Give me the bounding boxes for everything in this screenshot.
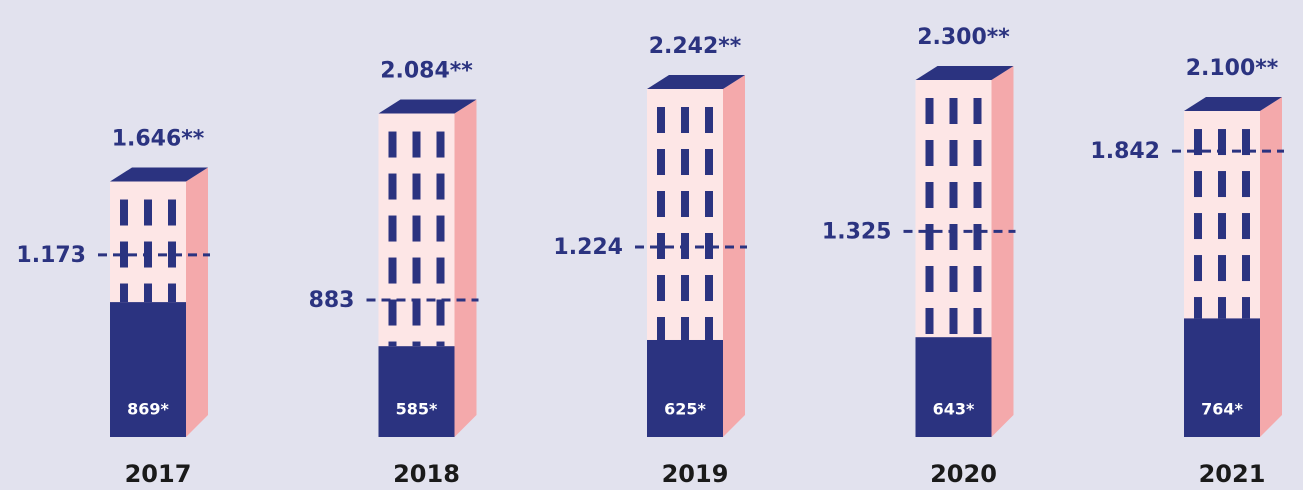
window <box>389 300 397 326</box>
window <box>974 266 982 292</box>
window <box>1194 255 1202 281</box>
window <box>168 284 176 303</box>
value-label: 1.646** <box>112 127 205 152</box>
window <box>657 149 665 175</box>
window <box>974 182 982 208</box>
x-tick-label: 2020 <box>930 460 997 488</box>
window <box>926 266 934 292</box>
base <box>916 337 992 437</box>
window <box>1242 171 1250 197</box>
value-label: 2.100** <box>1186 56 1279 81</box>
value-label: 643* <box>933 400 975 419</box>
window <box>413 258 421 284</box>
value-label: 869* <box>127 400 169 419</box>
window <box>413 174 421 200</box>
building-side <box>992 66 1014 437</box>
window <box>681 149 689 175</box>
window <box>144 284 152 303</box>
window <box>926 182 934 208</box>
window <box>974 308 982 334</box>
value-label: 1.224 <box>553 235 623 260</box>
window <box>437 258 445 284</box>
window <box>144 200 152 226</box>
window <box>120 200 128 226</box>
window <box>681 275 689 301</box>
window <box>389 342 397 347</box>
window <box>413 300 421 326</box>
building-side <box>1260 97 1282 437</box>
window <box>1242 297 1250 318</box>
window <box>950 224 958 250</box>
window <box>437 342 445 347</box>
window <box>657 275 665 301</box>
base <box>1184 318 1260 437</box>
chart: 2017 1.646** 869* 1.173 2018 2.084** 585* 883 20… <box>0 0 1303 490</box>
window <box>437 300 445 326</box>
value-label: 625* <box>664 400 706 419</box>
value-label: 1.173 <box>16 243 86 268</box>
value-label: 1.842 <box>1090 139 1160 164</box>
window <box>705 275 713 301</box>
value-label: 764* <box>1201 400 1243 419</box>
window <box>681 107 689 133</box>
window <box>657 191 665 217</box>
building-side <box>186 168 208 437</box>
window <box>950 308 958 334</box>
window <box>389 216 397 242</box>
value-label: 2.242** <box>649 34 742 59</box>
window <box>950 266 958 292</box>
window <box>1194 213 1202 239</box>
window <box>705 317 713 340</box>
value-label: 2.084** <box>380 59 473 84</box>
window <box>705 149 713 175</box>
window <box>681 317 689 340</box>
window <box>950 140 958 166</box>
value-label: 883 <box>309 288 355 313</box>
window <box>1218 297 1226 318</box>
window <box>1218 255 1226 281</box>
value-label: 1.325 <box>822 219 892 244</box>
value-label: 2.300** <box>917 25 1010 50</box>
window <box>413 216 421 242</box>
window <box>705 191 713 217</box>
x-tick-label: 2017 <box>125 460 192 488</box>
window <box>389 132 397 158</box>
building-side <box>455 100 477 437</box>
window <box>389 258 397 284</box>
window <box>437 216 445 242</box>
window <box>926 140 934 166</box>
x-tick-label: 2019 <box>662 460 729 488</box>
x-tick-label: 2018 <box>393 460 460 488</box>
window <box>974 224 982 250</box>
window <box>657 107 665 133</box>
window <box>1218 213 1226 239</box>
window <box>926 224 934 250</box>
window <box>926 308 934 334</box>
window <box>120 284 128 303</box>
window <box>413 132 421 158</box>
window <box>1194 171 1202 197</box>
window <box>681 191 689 217</box>
window <box>437 174 445 200</box>
window <box>1242 213 1250 239</box>
window <box>413 342 421 347</box>
window <box>974 140 982 166</box>
window <box>950 98 958 124</box>
window <box>974 98 982 124</box>
window <box>950 182 958 208</box>
window <box>705 107 713 133</box>
window <box>926 98 934 124</box>
base <box>647 340 723 437</box>
window <box>1242 255 1250 281</box>
window <box>1218 171 1226 197</box>
window <box>168 200 176 226</box>
value-label: 585* <box>396 400 438 419</box>
building-side <box>723 75 745 437</box>
window <box>657 317 665 340</box>
window <box>389 174 397 200</box>
window <box>1194 297 1202 318</box>
window <box>437 132 445 158</box>
x-tick-label: 2021 <box>1199 460 1266 488</box>
base <box>379 346 455 437</box>
